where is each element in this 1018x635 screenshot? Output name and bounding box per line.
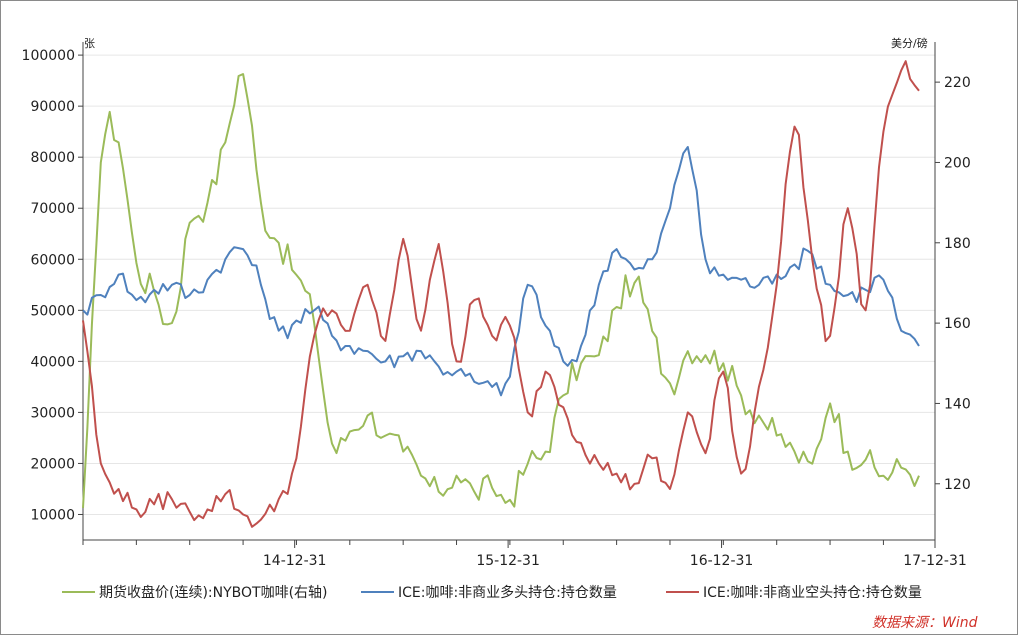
right-tick-label: 180 bbox=[944, 236, 971, 252]
left-tick-label: 100000 bbox=[22, 48, 75, 64]
right-axis-unit: 美分/磅 bbox=[891, 36, 928, 50]
left-tick-label: 60000 bbox=[30, 252, 75, 268]
x-tick-label: 14-12-31 bbox=[263, 553, 327, 569]
right-tick-label: 220 bbox=[944, 75, 971, 91]
x-tick-label: 17-12-31 bbox=[903, 553, 967, 569]
x-tick-label: 15-12-31 bbox=[476, 553, 540, 569]
series-line-0 bbox=[82, 73, 920, 508]
legend-label-short: ICE:咖啡:非商业空头持仓:持仓数量 bbox=[703, 585, 922, 601]
left-tick-label: 70000 bbox=[30, 201, 75, 217]
left-tick-label: 10000 bbox=[30, 507, 75, 523]
left-tick-label: 50000 bbox=[30, 303, 75, 319]
left-tick-label: 20000 bbox=[30, 456, 75, 472]
right-tick-label: 140 bbox=[944, 396, 971, 412]
legend: 期货收盘价(连续):NYBOT咖啡(右轴) ICE:咖啡:非商业多头持仓:持仓数… bbox=[62, 584, 922, 601]
left-tick-label: 30000 bbox=[30, 405, 75, 421]
series-line-2 bbox=[82, 60, 920, 528]
right-tick-label: 200 bbox=[944, 155, 971, 171]
left-tick-label: 40000 bbox=[30, 354, 75, 370]
legend-label-long: ICE:咖啡:非商业多头持仓:持仓数量 bbox=[398, 584, 617, 601]
source-note: 数据来源：Wind bbox=[872, 615, 978, 631]
legend-label-price: 期货收盘价(连续):NYBOT咖啡(右轴) bbox=[99, 584, 328, 601]
axes: 10000 20000 30000 40000 50000 60000 70000 80000… bbox=[22, 42, 971, 569]
grid-lines bbox=[83, 54, 935, 515]
left-tick-label: 80000 bbox=[30, 150, 75, 166]
left-axis-unit: 张 bbox=[84, 37, 95, 50]
right-tick-label: 160 bbox=[944, 316, 971, 332]
series-line-1 bbox=[82, 146, 920, 397]
series-lines bbox=[82, 60, 920, 528]
right-tick-label: 120 bbox=[944, 477, 971, 493]
x-tick-label: 16-12-31 bbox=[690, 553, 754, 569]
left-tick-label: 90000 bbox=[30, 99, 75, 115]
